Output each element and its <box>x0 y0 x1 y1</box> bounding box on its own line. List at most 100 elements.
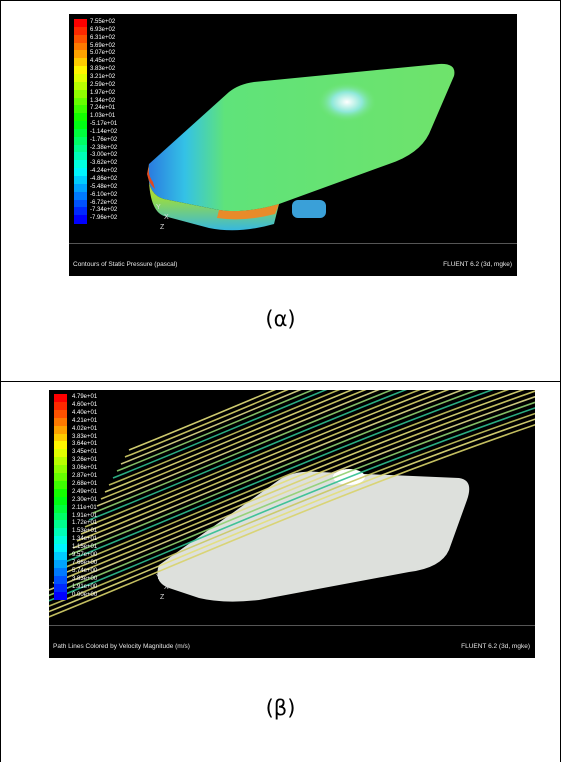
legend-label: -5.17e+01 <box>90 121 118 128</box>
path-line <box>128 390 277 451</box>
leading-edge-high-pressure <box>147 164 155 189</box>
legend-label: -4.24e+02 <box>90 168 118 175</box>
legend-swatch <box>54 504 67 513</box>
legend-label: 3.83e+02 <box>90 66 116 73</box>
legend-swatch <box>74 215 87 224</box>
vehicle-pressure-render <box>147 63 455 231</box>
legend-swatch <box>74 136 87 146</box>
legend-label: 2.11e+01 <box>72 504 97 511</box>
legend-label: 7.24e+01 <box>90 105 116 112</box>
legend-label: 3.06e+01 <box>72 465 98 472</box>
legend-label: 7.66e+00 <box>72 559 98 566</box>
legend-label: 6.31e+02 <box>90 34 116 41</box>
legend-swatch <box>74 160 87 169</box>
solver-version: FLUENT 6.2 (3d, mgke) <box>443 261 512 268</box>
path-line <box>124 390 289 458</box>
axis-z-label: Z <box>160 224 165 231</box>
legend-swatch <box>74 183 87 193</box>
legend-label: 1.34e+01 <box>72 536 98 543</box>
legend-label: -7.96e+02 <box>90 215 118 222</box>
legend-swatch <box>74 66 87 75</box>
legend-swatch <box>54 559 67 569</box>
path-line <box>104 390 354 493</box>
legend-label: 1.34e+02 <box>90 97 116 104</box>
legend-label: 4.60e+01 <box>72 401 98 408</box>
legend-swatch <box>54 457 67 466</box>
path-line <box>52 390 535 584</box>
pathline-plot: 4.79e+01 4.60e+01 4.40e+01 4.21e+01 4.02e+01… <box>49 390 535 658</box>
legend-label: 2.68e+01 <box>72 480 98 487</box>
legend-swatch <box>54 409 67 419</box>
plot-title: Contours of Static Pressure (pascal) <box>73 261 178 268</box>
legend-swatch <box>54 528 67 537</box>
legend-swatch <box>54 544 67 553</box>
legend-label: -1.14e+02 <box>90 128 118 135</box>
figure-caption-alpha: (α) <box>265 307 296 331</box>
path-line <box>49 395 535 591</box>
solver-version: FLUENT 6.2 (3d, mgke) <box>461 643 530 650</box>
legend-swatch <box>74 207 87 216</box>
path-line <box>112 390 328 479</box>
legend-label: -4.86e+02 <box>90 176 118 182</box>
path-line <box>88 390 408 521</box>
legend-label: 4.79e+01 <box>72 394 98 400</box>
legend-swatch <box>54 473 67 482</box>
figure-caption-beta: (β) <box>265 696 296 720</box>
legend-swatch <box>54 583 67 592</box>
legend-label: -3.62e+02 <box>90 160 118 167</box>
path-line <box>116 390 315 472</box>
legend-label: 2.30e+01 <box>72 496 98 503</box>
legend-swatch <box>54 465 67 474</box>
legend-swatch <box>74 121 87 130</box>
legend-swatch <box>74 50 87 59</box>
path-line <box>92 390 394 514</box>
plot-title: Path Lines Colored by Velocity Magnitude… <box>53 643 190 650</box>
legend-label: 4.02e+01 <box>72 425 98 432</box>
legend-label: 1.91e+00 <box>72 583 98 590</box>
path-line <box>68 390 479 556</box>
legend-swatch <box>74 168 87 177</box>
axis-x-label: X <box>164 214 169 221</box>
path-line <box>49 423 535 618</box>
legend-label: 5.74e+00 <box>72 567 98 574</box>
legend-label: -6.72e+02 <box>90 199 118 206</box>
plot-footer-bar: Path Lines Colored by Velocity Magnitude… <box>49 625 535 658</box>
axis-z-label: Z <box>160 594 165 601</box>
path-line <box>80 390 436 535</box>
path-line <box>64 390 494 563</box>
legend-label: 7.55e+02 <box>90 19 116 25</box>
path-line <box>76 390 450 542</box>
legend-swatch <box>74 19 87 28</box>
legend-label: 3.83e+00 <box>72 575 98 582</box>
legend-swatch <box>54 496 67 506</box>
front-lower-edge <box>217 204 279 220</box>
path-line <box>49 407 535 602</box>
legend-label: 5.69e+02 <box>90 42 116 49</box>
legend-swatch <box>54 512 67 521</box>
axis-y-label: Y <box>156 204 161 211</box>
legend-label: -7.34e+02 <box>90 207 118 214</box>
legend-swatch <box>54 401 67 411</box>
legend-swatch <box>54 417 67 427</box>
legend-swatch <box>54 480 67 490</box>
path-line <box>108 390 341 486</box>
path-line <box>100 390 367 500</box>
path-line <box>120 390 302 465</box>
legend-swatch <box>74 152 87 161</box>
legend-label: 3.83e+01 <box>72 433 98 440</box>
figure-cell-beta: 4.79e+01 4.60e+01 4.40e+01 4.21e+01 4.02e+01… <box>0 381 561 762</box>
legend-swatch <box>54 575 67 585</box>
path-line <box>96 390 381 507</box>
legend-swatch <box>54 425 67 434</box>
legend-label: 4.40e+01 <box>72 409 98 416</box>
path-line <box>49 418 535 613</box>
legend-label: 1.97e+02 <box>90 89 116 96</box>
legend-label: 2.49e+01 <box>72 488 98 495</box>
legend-label: 0.00e+00 <box>72 591 98 598</box>
legend-swatch <box>74 144 87 153</box>
path-line <box>72 390 465 549</box>
legend-swatch <box>74 176 87 185</box>
legend-swatch <box>74 42 87 51</box>
vehicle-body-top <box>148 63 455 212</box>
